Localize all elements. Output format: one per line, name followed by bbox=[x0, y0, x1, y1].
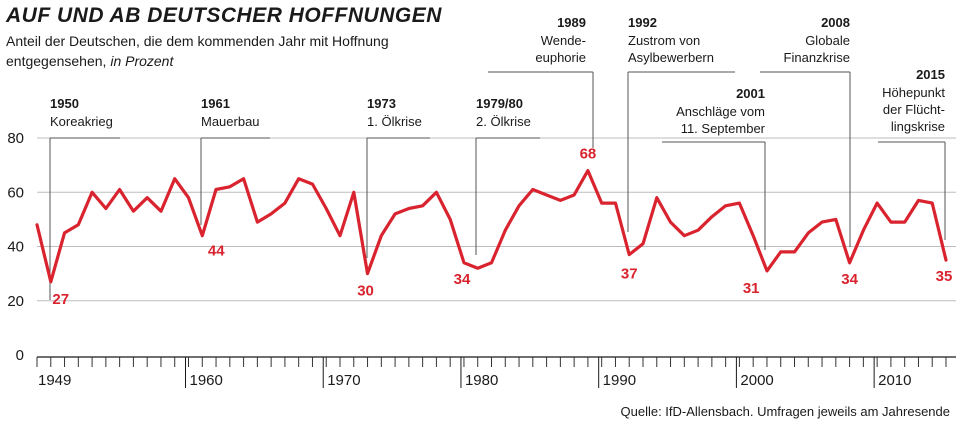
annotation-text-4-0: Wende- bbox=[541, 33, 586, 48]
annotation-year-0: 1950 bbox=[50, 96, 79, 111]
annotation-text-7-1: Finanzkrise bbox=[784, 50, 850, 65]
y-tick-label-60: 60 bbox=[7, 184, 24, 201]
annotation-year-6: 2001 bbox=[736, 86, 765, 101]
data-label-1989: 68 bbox=[580, 146, 597, 163]
annotation-year-3: 1979/80 bbox=[476, 96, 523, 111]
data-label-1950: 27 bbox=[52, 291, 69, 308]
annotation-text-5-0: Zustrom von bbox=[628, 33, 700, 48]
series-line bbox=[35, 169, 948, 284]
data-label-1980: 34 bbox=[454, 271, 471, 288]
x-tick-label-1970: 1970 bbox=[327, 372, 360, 389]
subtitle-unit: in Prozent bbox=[110, 53, 174, 69]
y-tick-label-40: 40 bbox=[7, 239, 24, 256]
y-tick-label-0: 0 bbox=[16, 347, 24, 364]
x-tick-label-1980: 1980 bbox=[465, 372, 498, 389]
annotation-text-5-1: Asylbewerbern bbox=[628, 50, 714, 65]
event-annotations: 1950 Koreakrieg 1961 Mauerbau 1973 1. Ölkrise… bbox=[49, 15, 946, 300]
x-tick-label-1990: 1990 bbox=[603, 372, 636, 389]
data-label-1992: 37 bbox=[621, 266, 638, 283]
annotation-text-1-0: Mauerbau bbox=[201, 114, 260, 129]
annotation-year-7: 2008 bbox=[821, 15, 850, 30]
source-note: Quelle: IfD-Allensbach. Umfragen jeweils… bbox=[620, 404, 951, 419]
chart-subtitle: Anteil der Deutschen, die dem kommenden … bbox=[6, 31, 426, 71]
annotation-year-4: 1989 bbox=[557, 15, 586, 30]
annotation-text-8-2: lingskrise bbox=[891, 119, 945, 134]
x-tick-label-2000: 2000 bbox=[740, 372, 773, 389]
data-label-2008: 34 bbox=[841, 271, 858, 288]
annotation-year-5: 1992 bbox=[628, 15, 657, 30]
annotation-year-1: 1961 bbox=[201, 96, 230, 111]
annotation-text-8-1: der Flücht- bbox=[883, 102, 945, 117]
axes: 0 20 40 60 80 1949 1960 1970 1980 1990 2000 2010 bbox=[7, 130, 956, 389]
data-label-2015: 35 bbox=[936, 268, 953, 285]
annotation-text-7-0: Globale bbox=[805, 33, 850, 48]
annotation-text-8-0: Höhepunkt bbox=[882, 85, 945, 100]
y-tick-label-80: 80 bbox=[7, 130, 24, 147]
x-tick-label-2010: 2010 bbox=[878, 372, 911, 389]
x-tick-label-1960: 1960 bbox=[190, 372, 223, 389]
annotation-text-3-0: 2. Ölkrise bbox=[476, 114, 531, 129]
data-label-1961: 44 bbox=[208, 243, 225, 260]
annotation-text-0-0: Koreakrieg bbox=[50, 114, 113, 129]
x-tick-label-1949: 1949 bbox=[38, 372, 71, 389]
grid-lines bbox=[37, 137, 956, 302]
annotation-text-2-0: 1. Ölkrise bbox=[367, 114, 422, 129]
y-tick-label-20: 20 bbox=[7, 293, 24, 310]
data-label-2001: 31 bbox=[743, 280, 760, 297]
annotation-year-2: 1973 bbox=[367, 96, 396, 111]
annotation-text-4-1: euphorie bbox=[535, 50, 586, 65]
subtitle-text: Anteil der Deutschen, die dem kommenden … bbox=[6, 33, 389, 69]
annotation-year-8: 2015 bbox=[916, 67, 945, 82]
data-label-1973: 30 bbox=[357, 283, 374, 300]
annotation-text-6-0: Anschläge vom bbox=[676, 104, 765, 119]
annotation-text-6-1: 11. September bbox=[681, 121, 766, 136]
chart-title: AUF UND AB DEUTSCHER HOFFNUNGEN bbox=[6, 4, 442, 27]
data-labels: 27 44 30 34 68 37 31 34 35 bbox=[52, 146, 952, 308]
